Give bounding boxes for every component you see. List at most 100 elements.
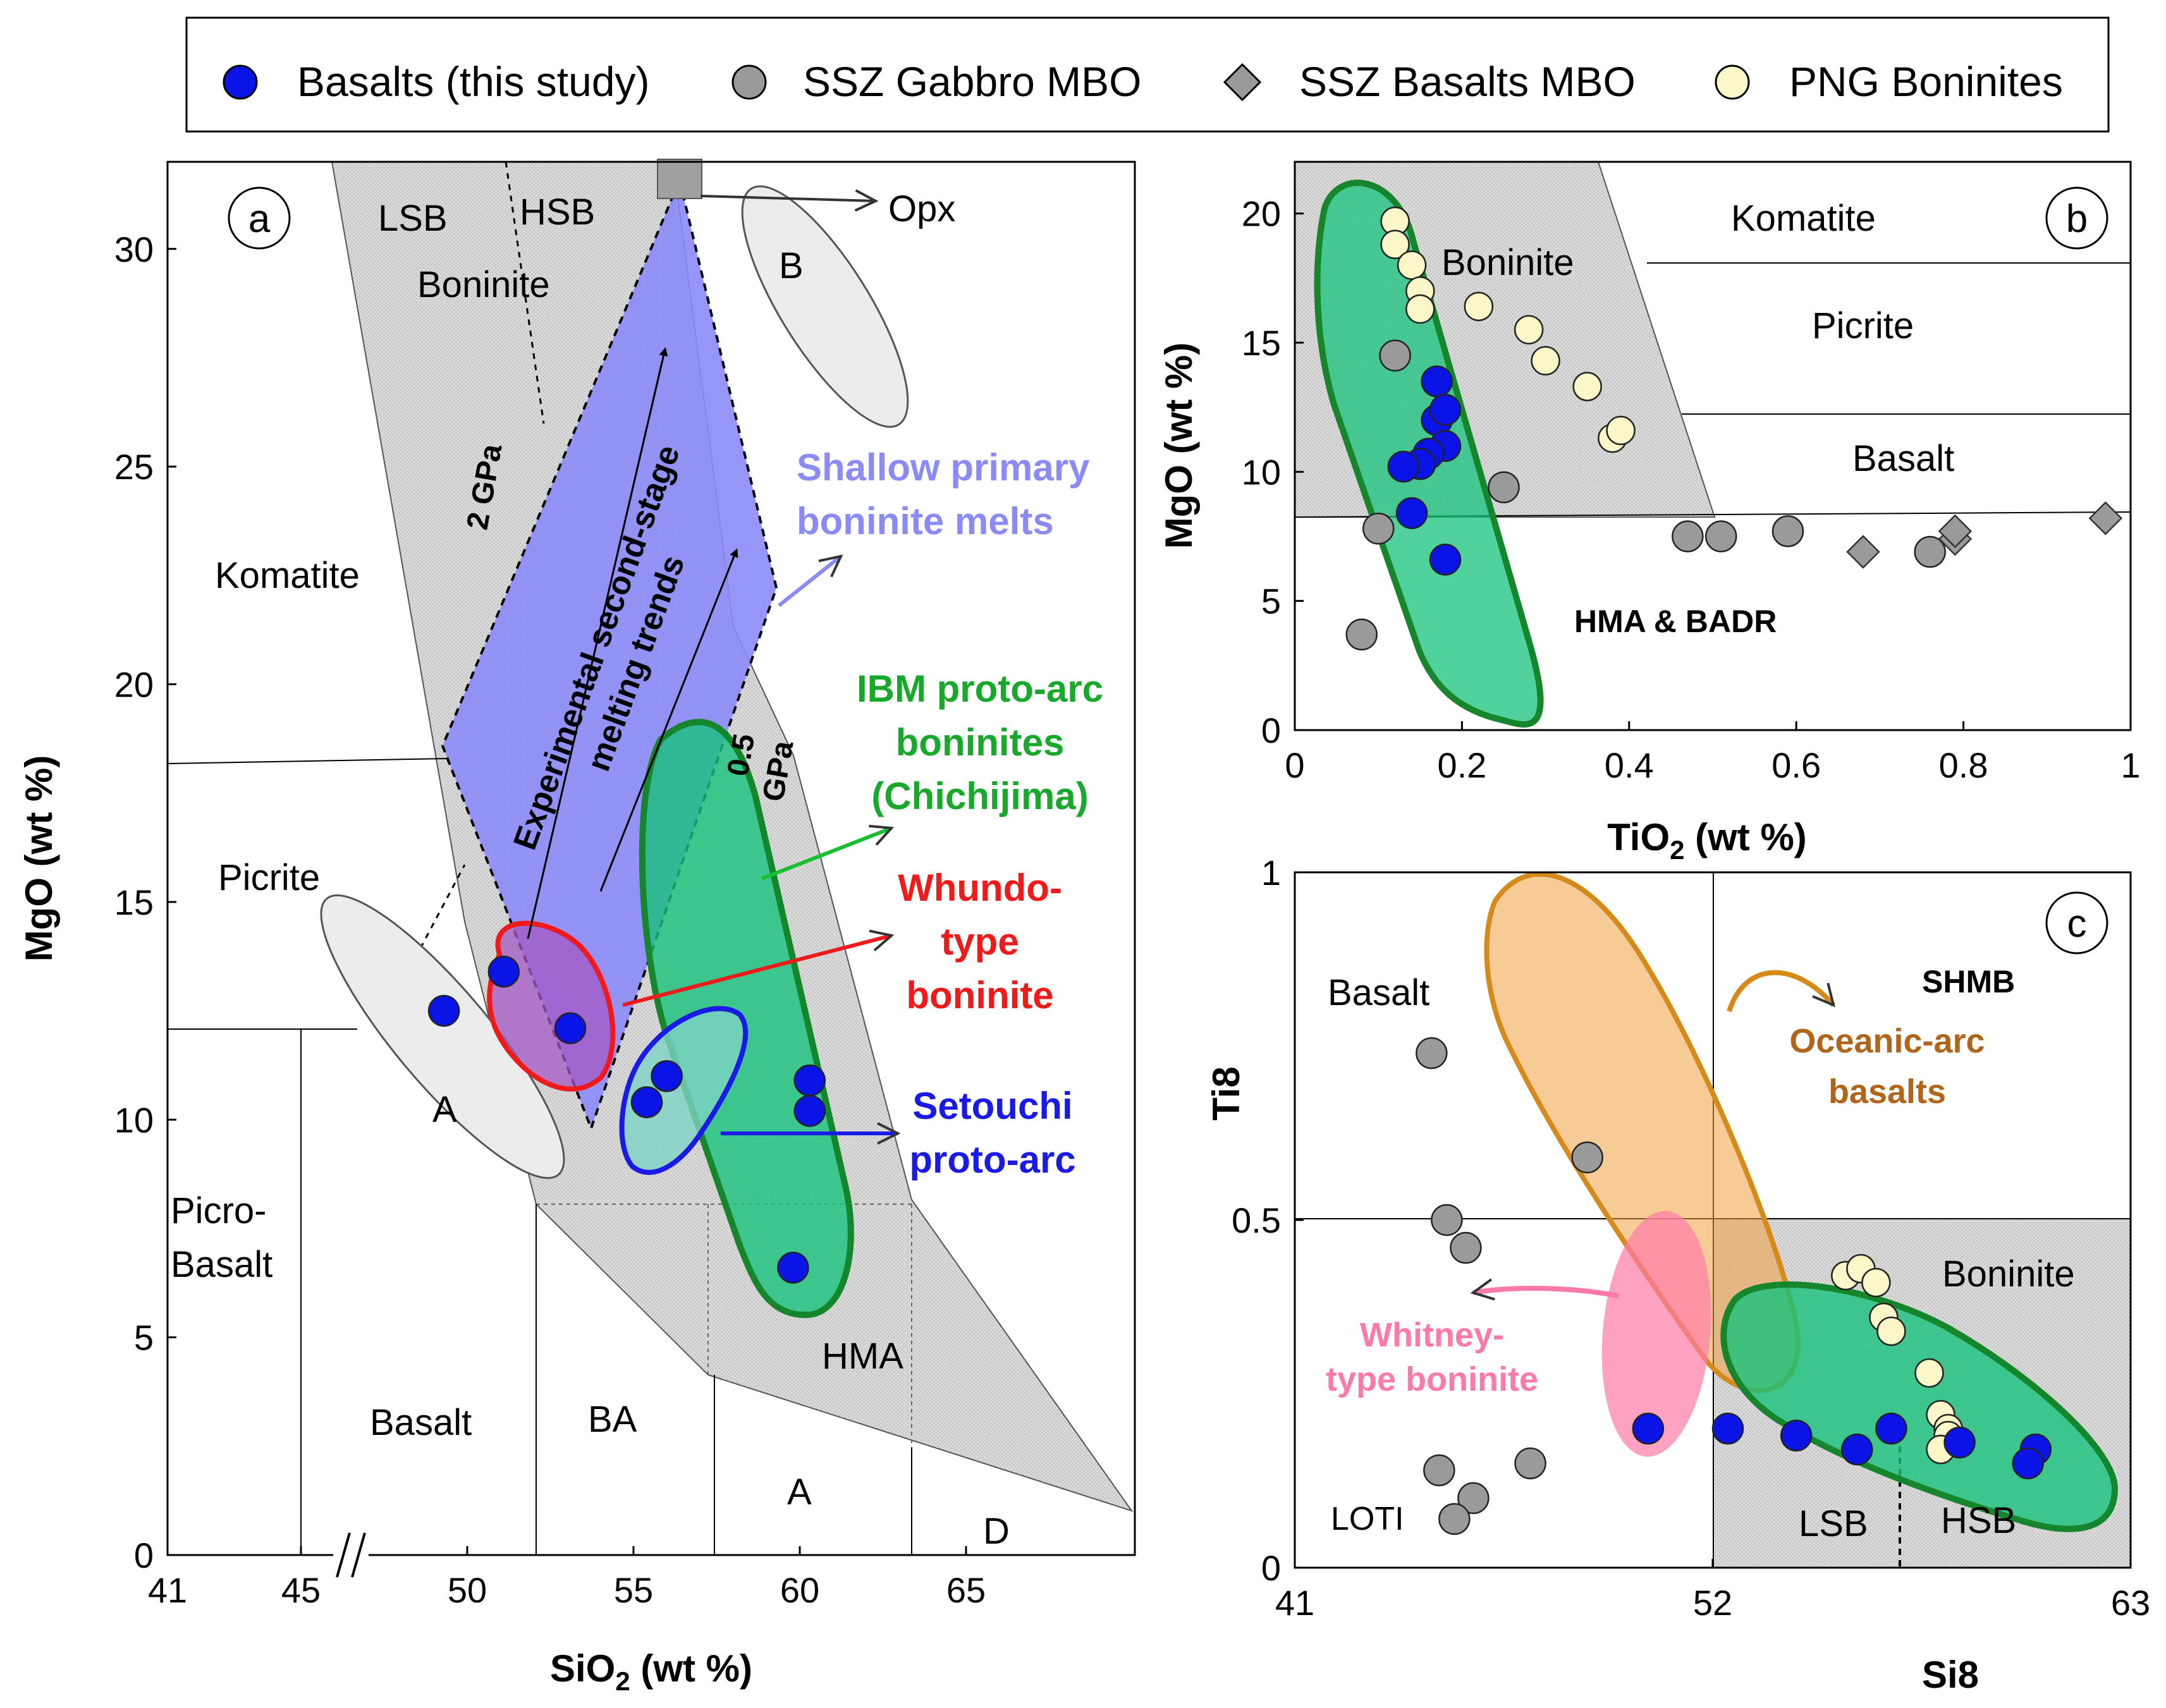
panel-b-badge	[2045, 186, 2108, 250]
label-05: 0.5	[721, 731, 762, 779]
y-tick-label: 5	[1261, 582, 1281, 621]
legend-item-basalts: Basalts (this study)	[223, 58, 650, 105]
data-point-basalts-this-study	[793, 1064, 826, 1097]
y-tick-label: 25	[114, 447, 154, 487]
whitney-line2: type boninite	[1326, 1360, 1538, 1398]
data-point-basalts-this-study	[554, 1012, 587, 1044]
label-a-ellipse: A	[432, 1089, 457, 1130]
label-ba: BA	[588, 1399, 637, 1440]
x-tick-label: 0	[1285, 745, 1304, 785]
panel-b-x-ticks: 0 0.2 0.4 0.6 0.8 1	[1285, 721, 2141, 785]
x-tick-label: 55	[614, 1570, 653, 1610]
b-label-basalt: Basalt	[1852, 438, 1954, 479]
data-point-png-boninites	[1397, 250, 1427, 280]
b-label-hma: HMA & BADR	[1574, 604, 1777, 639]
data-point-ssz-gabbro-mbo	[1416, 1037, 1448, 1070]
b-label-komatite: Komatite	[1731, 198, 1876, 239]
legend-item-ssz-basalts: SSZ Basalts MBO	[1223, 58, 1636, 105]
y-tick-label: 15	[1242, 323, 1281, 363]
x-tick-label: 0.8	[1939, 745, 1988, 785]
legend-marker-gabbro	[731, 64, 767, 100]
data-point-basalts-this-study	[487, 955, 520, 988]
data-point-basalts-this-study	[427, 994, 460, 1027]
c-label-boninite: Boninite	[1942, 1254, 2075, 1295]
panel-a-points	[427, 955, 826, 1284]
x-tick-label: 1	[2120, 745, 2140, 785]
shallow-line1: Shallow primary	[797, 446, 1090, 489]
data-point-png-boninites	[1572, 372, 1602, 401]
data-point-ssz-gabbro-mbo	[1379, 339, 1411, 372]
panel-b-field-labels: Komatite Picrite Basalt Boninite HMA & B…	[1441, 198, 1954, 639]
c-label-shmb: SHMB	[1922, 964, 2015, 999]
legend-item-png: PNG Boninites	[1715, 58, 2063, 105]
x-tick-label: 41	[148, 1570, 187, 1610]
panel-b-xlabel: TiO2 (wt %)	[1607, 816, 1807, 865]
data-point-ssz-gabbro-mbo	[1672, 520, 1704, 552]
ibm-line1: IBM proto-arc	[857, 668, 1103, 710]
panel-b-points	[1345, 206, 2123, 651]
data-point-ssz-gabbro-mbo	[1457, 1482, 1490, 1515]
panel-b: 0 0.2 0.4 0.6 0.8 1 0 5 10 15 20 Komatite Picrite…	[1158, 161, 2141, 865]
panel-a-fields	[167, 159, 1134, 1555]
y-tick-label: 0	[1261, 1548, 1281, 1588]
data-point-basalts-this-study	[1875, 1412, 1907, 1445]
ibm-line2: boninites	[896, 721, 1065, 764]
data-point-ssz-basalts-mbo	[1846, 535, 1880, 569]
data-point-png-boninites	[1514, 315, 1544, 345]
y-tick-label: 20	[114, 665, 154, 705]
whitney-line1: Whitney-	[1360, 1316, 1504, 1354]
whundo-line1: Whundo-	[898, 867, 1062, 909]
label-opx: Opx	[888, 188, 955, 229]
data-point-basalts-this-study	[1429, 394, 1462, 426]
c-label-loti: LOTI	[1331, 1501, 1404, 1537]
data-point-png-boninites	[1876, 1316, 1906, 1346]
data-point-ssz-gabbro-mbo	[1571, 1141, 1603, 1174]
b-label-picrite: Picrite	[1812, 305, 1914, 346]
panel-a-xlabel: SiO2 (wt %)	[550, 1647, 752, 1696]
x-tick-label: 50	[448, 1570, 487, 1610]
panel-c-fields	[1295, 871, 2131, 1568]
whundo-line2: type	[941, 920, 1019, 963]
oceanic-line1: Oceanic-arc	[1789, 1022, 1985, 1060]
panel-a-label: a	[248, 197, 271, 241]
c-label-lsb: LSB	[1799, 1503, 1868, 1544]
label-picro-basalt: Basalt	[171, 1244, 272, 1285]
x-tick-label: 60	[780, 1570, 819, 1610]
data-point-png-boninites	[1464, 291, 1494, 322]
legend: Basalts (this study) SSZ Gabbro MBO SSZ …	[185, 16, 2110, 133]
data-point-basalts-this-study	[2012, 1447, 2045, 1480]
panel-b-ylabel: MgO (wt %)	[1158, 343, 1200, 549]
data-point-ssz-basalts-mbo	[2088, 501, 2123, 535]
y-tick-label: 0	[1261, 711, 1281, 750]
panel-c-y-ticks: 00.51	[1232, 853, 1304, 1588]
panel-c-badge	[2045, 891, 2108, 955]
panel-a-ylabel: MgO (wt %)	[18, 755, 60, 962]
data-point-basalts-this-study	[1395, 497, 1428, 529]
y-tick-label: 10	[1242, 452, 1281, 492]
data-point-ssz-gabbro-mbo	[1450, 1231, 1482, 1264]
panel-a-axis-break	[333, 1532, 369, 1578]
label-a-lower: A	[787, 1472, 812, 1513]
setouchi-line2: proto-arc	[909, 1138, 1075, 1181]
label-picrite: Picrite	[218, 857, 320, 898]
data-point-basalts-this-study	[1421, 365, 1453, 398]
panel-a-frame	[166, 161, 1136, 1556]
y-tick-label: 0.5	[1232, 1200, 1281, 1240]
data-point-ssz-gabbro-mbo	[1514, 1447, 1546, 1480]
y-tick-label: 1	[1261, 853, 1281, 893]
legend-label-png: PNG Boninites	[1789, 58, 2063, 105]
panel-c-label: c	[2067, 902, 2087, 946]
data-point-basalts-this-study	[1943, 1426, 1976, 1459]
panel-a-x-ticks: 41 45 50 55 60 65	[148, 1546, 986, 1610]
legend-label-gabbro: SSZ Gabbro MBO	[803, 58, 1142, 105]
label-basalt: Basalt	[370, 1402, 472, 1443]
label-d: D	[983, 1511, 1010, 1552]
legend-marker-ssz-basalts	[1223, 63, 1262, 102]
panel-c-ylabel: Ti8	[1205, 1066, 1247, 1121]
y-tick-label: 10	[114, 1100, 154, 1140]
data-point-basalts-this-study	[1387, 450, 1420, 483]
data-point-ssz-gabbro-mbo	[1438, 1503, 1471, 1535]
panel-a-y-ticks: 0 5 10 15 20 25 30	[114, 229, 176, 1575]
panel-c-xlabel: Si8	[1922, 1654, 1979, 1696]
